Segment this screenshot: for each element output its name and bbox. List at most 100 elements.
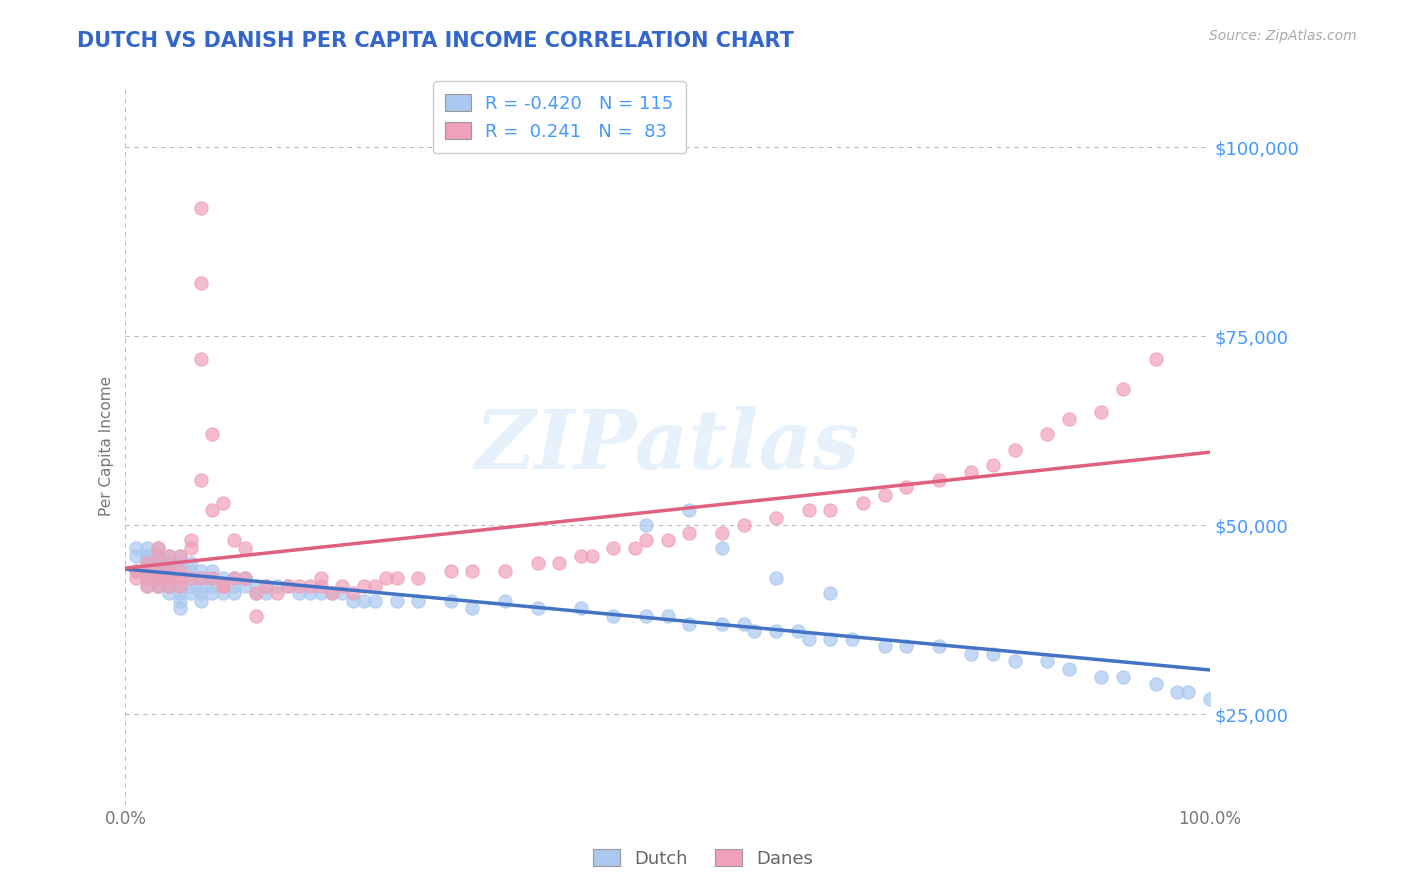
- Point: [146, 564, 169, 578]
- Point: [136, 556, 159, 570]
- Point: [634, 533, 657, 548]
- Point: [212, 579, 235, 593]
- Point: [981, 647, 1004, 661]
- Point: [190, 571, 212, 585]
- Point: [180, 571, 202, 585]
- Point: [309, 579, 332, 593]
- Point: [157, 556, 180, 570]
- Point: [581, 549, 603, 563]
- Point: [733, 616, 755, 631]
- Point: [1112, 669, 1135, 683]
- Point: [169, 564, 191, 578]
- Point: [190, 473, 212, 487]
- Point: [797, 632, 820, 646]
- Point: [494, 594, 516, 608]
- Point: [960, 647, 983, 661]
- Point: [146, 556, 169, 570]
- Legend: Dutch, Danes: Dutch, Danes: [582, 838, 824, 879]
- Point: [157, 564, 180, 578]
- Point: [245, 579, 267, 593]
- Point: [1144, 351, 1167, 366]
- Point: [797, 503, 820, 517]
- Point: [136, 564, 159, 578]
- Point: [125, 571, 148, 585]
- Point: [256, 579, 278, 593]
- Point: [146, 549, 169, 563]
- Point: [744, 624, 766, 639]
- Point: [146, 556, 169, 570]
- Point: [461, 564, 484, 578]
- Point: [353, 594, 375, 608]
- Point: [1199, 692, 1222, 706]
- Point: [321, 586, 343, 600]
- Point: [146, 579, 169, 593]
- Point: [146, 541, 169, 555]
- Point: [374, 571, 396, 585]
- Point: [353, 579, 375, 593]
- Point: [233, 571, 256, 585]
- Point: [222, 579, 245, 593]
- Point: [569, 549, 592, 563]
- Point: [136, 571, 159, 585]
- Point: [321, 586, 343, 600]
- Point: [266, 579, 288, 593]
- Point: [288, 586, 311, 600]
- Point: [678, 525, 700, 540]
- Point: [765, 571, 787, 585]
- Point: [245, 609, 267, 624]
- Point: [169, 564, 191, 578]
- Point: [180, 564, 202, 578]
- Point: [1036, 654, 1059, 668]
- Point: [634, 518, 657, 533]
- Point: [1004, 442, 1026, 457]
- Legend: R = -0.420   N = 115, R =  0.241   N =  83: R = -0.420 N = 115, R = 0.241 N = 83: [433, 81, 686, 153]
- Point: [309, 586, 332, 600]
- Point: [201, 586, 224, 600]
- Point: [710, 616, 733, 631]
- Point: [896, 640, 918, 654]
- Point: [169, 586, 191, 600]
- Point: [180, 571, 202, 585]
- Point: [146, 579, 169, 593]
- Point: [169, 549, 191, 563]
- Point: [624, 541, 647, 555]
- Point: [146, 549, 169, 563]
- Point: [873, 488, 896, 502]
- Point: [212, 579, 235, 593]
- Point: [222, 571, 245, 585]
- Point: [385, 594, 408, 608]
- Point: [298, 586, 321, 600]
- Point: [765, 510, 787, 524]
- Point: [256, 586, 278, 600]
- Point: [157, 549, 180, 563]
- Point: [256, 579, 278, 593]
- Point: [146, 564, 169, 578]
- Point: [1057, 662, 1080, 676]
- Point: [526, 556, 548, 570]
- Point: [233, 541, 256, 555]
- Point: [602, 609, 624, 624]
- Point: [277, 579, 299, 593]
- Point: [364, 594, 387, 608]
- Point: [169, 571, 191, 585]
- Point: [385, 571, 408, 585]
- Point: [233, 571, 256, 585]
- Point: [928, 640, 950, 654]
- Point: [896, 480, 918, 494]
- Point: [201, 579, 224, 593]
- Point: [157, 564, 180, 578]
- Point: [157, 586, 180, 600]
- Point: [136, 556, 159, 570]
- Point: [330, 579, 353, 593]
- Point: [981, 458, 1004, 472]
- Point: [169, 594, 191, 608]
- Point: [657, 533, 679, 548]
- Point: [136, 564, 159, 578]
- Point: [364, 579, 387, 593]
- Point: [710, 525, 733, 540]
- Point: [136, 571, 159, 585]
- Point: [136, 579, 159, 593]
- Point: [820, 632, 842, 646]
- Point: [136, 571, 159, 585]
- Point: [602, 541, 624, 555]
